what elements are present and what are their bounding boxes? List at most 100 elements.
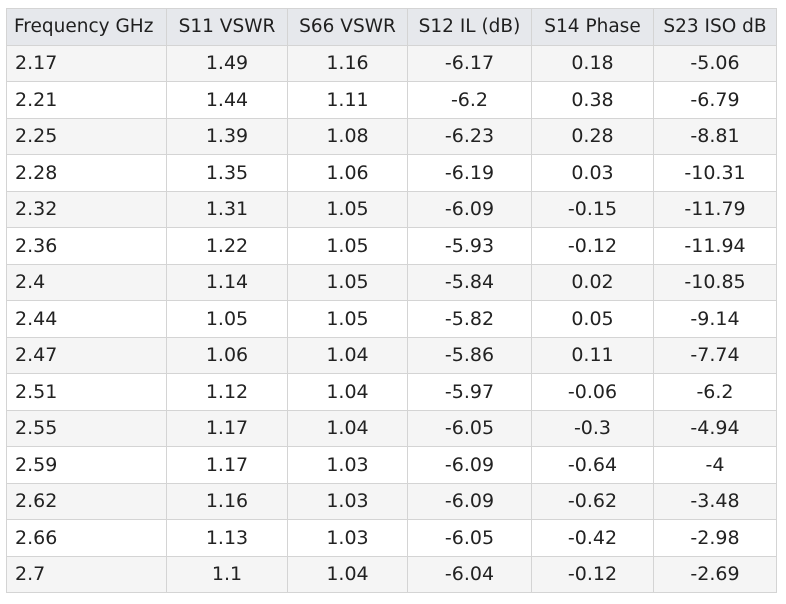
table-cell-s23-iso: -9.14 [653,300,777,338]
table-cell-s14-phase: -0.06 [531,373,654,411]
table-row: 2.47 1.06 1.04 -5.86 0.11 -7.74 [6,336,777,374]
table-cell-s14-phase: 0.11 [531,336,654,374]
table-cell-s66-vswr: 1.08 [287,117,408,155]
table-cell-s66-vswr: 1.04 [287,336,408,374]
table-cell-s11-vswr: 1.06 [166,336,288,374]
table-cell-frequency: 2.25 [6,117,167,155]
table-cell-s66-vswr: 1.04 [287,555,408,593]
table-cell-frequency: 2.62 [6,482,167,520]
table-cell-frequency: 2.66 [6,519,167,557]
table-cell-s12-il: -5.84 [407,263,532,301]
table-cell-s11-vswr: 1.49 [166,44,288,82]
table-cell-frequency: 2.44 [6,300,167,338]
table-cell-s66-vswr: 1.03 [287,519,408,557]
table-cell-s14-phase: -0.3 [531,409,654,447]
table-cell-frequency: 2.28 [6,154,167,192]
table-cell-s14-phase: -0.12 [531,555,654,593]
table-row: 2.55 1.17 1.04 -6.05 -0.3 -4.94 [6,409,777,447]
table-cell-s66-vswr: 1.03 [287,482,408,520]
table-cell-s12-il: -6.09 [407,482,532,520]
table-row: 2.17 1.49 1.16 -6.17 0.18 -5.06 [6,44,777,82]
table-cell-s12-il: -6.23 [407,117,532,155]
table-cell-s23-iso: -11.79 [653,190,777,228]
table-cell-frequency: 2.17 [6,44,167,82]
table-cell-s12-il: -5.86 [407,336,532,374]
table-cell-s12-il: -5.97 [407,373,532,411]
table-cell-frequency: 2.59 [6,446,167,484]
table-cell-s23-iso: -3.48 [653,482,777,520]
table-row: 2.25 1.39 1.08 -6.23 0.28 -8.81 [6,117,777,155]
column-header-s14-phase: S14 Phase [531,8,654,46]
table-cell-s12-il: -5.82 [407,300,532,338]
table-cell-s23-iso: -4.94 [653,409,777,447]
table-cell-s66-vswr: 1.16 [287,44,408,82]
table-cell-s12-il: -6.05 [407,519,532,557]
table-cell-s11-vswr: 1.05 [166,300,288,338]
table-row: 2.51 1.12 1.04 -5.97 -0.06 -6.2 [6,373,777,411]
table-cell-s23-iso: -6.2 [653,373,777,411]
table-cell-s11-vswr: 1.17 [166,446,288,484]
table-row: 2.32 1.31 1.05 -6.09 -0.15 -11.79 [6,190,777,228]
table-cell-frequency: 2.36 [6,227,167,265]
table-cell-s11-vswr: 1.22 [166,227,288,265]
table-cell-s11-vswr: 1.16 [166,482,288,520]
column-header-s12-il: S12 IL (dB) [407,8,532,46]
table-cell-s23-iso: -2.69 [653,555,777,593]
table-cell-s66-vswr: 1.11 [287,81,408,119]
table-cell-frequency: 2.55 [6,409,167,447]
table-cell-s11-vswr: 1.31 [166,190,288,228]
table-cell-s12-il: -6.05 [407,409,532,447]
table-row: 2.66 1.13 1.03 -6.05 -0.42 -2.98 [6,519,777,557]
table-body: 2.17 1.49 1.16 -6.17 0.18 -5.06 2.21 1.44 1.11 -6… [6,44,777,593]
table-cell-s66-vswr: 1.05 [287,300,408,338]
column-header-frequency: Frequency GHz [6,8,167,46]
table-row: 2.21 1.44 1.11 -6.2 0.38 -6.79 [6,81,777,119]
data-table: Frequency GHz S11 VSWR S66 VSWR S12 IL (dB)… [6,8,777,593]
table-cell-s14-phase: 0.05 [531,300,654,338]
table-cell-s11-vswr: 1.39 [166,117,288,155]
table-row: 2.36 1.22 1.05 -5.93 -0.12 -11.94 [6,227,777,265]
table-cell-s14-phase: -0.12 [531,227,654,265]
table-cell-s23-iso: -10.85 [653,263,777,301]
table-cell-s12-il: -6.09 [407,190,532,228]
table-cell-s12-il: -6.09 [407,446,532,484]
data-table-container: Frequency GHz S11 VSWR S66 VSWR S12 IL (dB)… [6,8,777,593]
table-header: Frequency GHz S11 VSWR S66 VSWR S12 IL (dB)… [6,8,777,46]
table-cell-s11-vswr: 1.14 [166,263,288,301]
table-cell-s14-phase: 0.18 [531,44,654,82]
table-cell-s14-phase: 0.02 [531,263,654,301]
table-cell-frequency: 2.4 [6,263,167,301]
column-header-s66-vswr: S66 VSWR [287,8,408,46]
column-header-s11-vswr: S11 VSWR [166,8,288,46]
table-cell-frequency: 2.51 [6,373,167,411]
table-cell-s14-phase: -0.42 [531,519,654,557]
table-cell-s12-il: -6.19 [407,154,532,192]
table-row: 2.59 1.17 1.03 -6.09 -0.64 -4 [6,446,777,484]
table-cell-s12-il: -6.04 [407,555,532,593]
table-cell-frequency: 2.7 [6,555,167,593]
table-cell-s66-vswr: 1.06 [287,154,408,192]
table-cell-s14-phase: -0.62 [531,482,654,520]
table-cell-s23-iso: -6.79 [653,81,777,119]
table-cell-frequency: 2.47 [6,336,167,374]
table-cell-s23-iso: -10.31 [653,154,777,192]
table-cell-s23-iso: -4 [653,446,777,484]
table-cell-s11-vswr: 1.13 [166,519,288,557]
table-cell-s11-vswr: 1.35 [166,154,288,192]
table-row: 2.62 1.16 1.03 -6.09 -0.62 -3.48 [6,482,777,520]
table-cell-s14-phase: 0.38 [531,81,654,119]
table-cell-frequency: 2.32 [6,190,167,228]
table-cell-s11-vswr: 1.1 [166,555,288,593]
table-row: 2.7 1.1 1.04 -6.04 -0.12 -2.69 [6,555,777,593]
table-cell-s66-vswr: 1.04 [287,373,408,411]
table-cell-s23-iso: -11.94 [653,227,777,265]
table-cell-s66-vswr: 1.05 [287,227,408,265]
table-cell-s23-iso: -2.98 [653,519,777,557]
table-cell-s14-phase: 0.28 [531,117,654,155]
table-cell-s11-vswr: 1.17 [166,409,288,447]
table-row: 2.28 1.35 1.06 -6.19 0.03 -10.31 [6,154,777,192]
table-cell-s14-phase: 0.03 [531,154,654,192]
table-cell-s14-phase: -0.15 [531,190,654,228]
table-row: 2.44 1.05 1.05 -5.82 0.05 -9.14 [6,300,777,338]
column-header-s23-iso: S23 ISO dB [653,8,777,46]
